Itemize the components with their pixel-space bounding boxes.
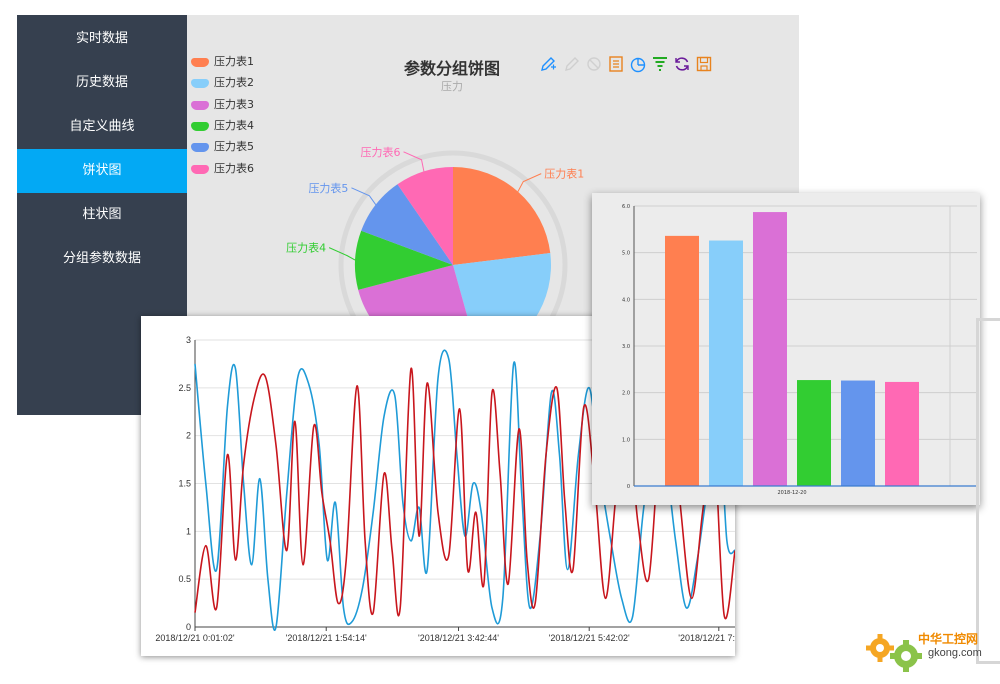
bar[interactable]	[885, 381, 919, 486]
legend-swatch	[191, 100, 209, 110]
pie-label-line	[328, 247, 356, 261]
legend-swatch	[191, 78, 209, 88]
pie-slice[interactable]	[397, 167, 453, 265]
line-ytick-label: 0.5	[178, 574, 191, 584]
bar-ytick-label: 1.0	[622, 437, 630, 443]
bar-ytick-label: 4.0	[622, 297, 630, 303]
bar-category-label: 2018-12-20	[777, 490, 806, 496]
pie-slice[interactable]	[361, 184, 453, 265]
bar-ytick-label: 5.0	[622, 251, 630, 257]
bar-ytick-label: 3.0	[622, 344, 630, 350]
pie-slice-label: 压力表6	[361, 145, 401, 159]
sidebar-item-custom-curve[interactable]: 自定义曲线	[69, 119, 135, 134]
legend-item[interactable]: 压力表3	[191, 96, 254, 114]
background-frame	[976, 318, 1000, 664]
legend-label: 压力表3	[214, 98, 254, 111]
line-ytick-label: 1.5	[178, 479, 191, 489]
legend-item[interactable]: 压力表2	[191, 74, 254, 92]
save-icon[interactable]	[695, 55, 713, 73]
logo-text: 中华工控网	[918, 632, 979, 646]
sidebar-item-bar[interactable]: 柱状图	[82, 207, 122, 222]
pie-slice-label: 压力表4	[286, 241, 326, 255]
pie-label-line	[517, 173, 542, 192]
bar-ytick-label: 6.0	[622, 204, 630, 210]
pie-slice-label: 压力表5	[308, 181, 348, 195]
sidebar-item-realtime[interactable]: 实时数据	[75, 31, 128, 46]
filter-icon[interactable]	[651, 55, 669, 73]
bar[interactable]	[665, 235, 699, 486]
bar[interactable]	[709, 240, 743, 486]
pie-slice-label: 压力表1	[544, 167, 584, 181]
bar[interactable]	[841, 380, 875, 486]
legend-swatch	[191, 57, 209, 67]
legend-item[interactable]: 压力表1	[191, 53, 254, 71]
sidebar-item-history[interactable]: 历史数据	[75, 75, 128, 90]
bar-ytick-label: 2.0	[622, 391, 630, 397]
sidebar-item-pie[interactable]: 饼状图	[17, 149, 187, 193]
sidebar: 实时数据 历史数据 自定义曲线 饼状图 柱状图 分组参数数据	[17, 15, 187, 415]
pie-label-line	[351, 187, 377, 205]
pie-chart-subtitle: 压力	[441, 80, 463, 93]
restore-icon[interactable]	[673, 55, 691, 73]
line-xtick-label: '2018/12/21 3:42:44'	[418, 633, 499, 643]
line-ytick-label: 2.5	[178, 383, 191, 393]
bar[interactable]	[753, 212, 787, 487]
line-xtick-label: '2018/12/21 5:42:02'	[549, 633, 630, 643]
pie-slice[interactable]	[355, 230, 453, 290]
line-series-path[interactable]	[194, 349, 735, 631]
undo-icon[interactable]	[585, 55, 603, 73]
logo-url: gkong.com	[928, 647, 982, 659]
pie-label-line	[403, 151, 425, 172]
legend-label: 压力表2	[214, 76, 254, 89]
legend-item[interactable]: 压力表6	[191, 160, 254, 178]
bar-ytick-label: 0	[627, 484, 630, 490]
line-xtick-label: 2018/12/21 0:01:02'	[155, 633, 235, 643]
legend-swatch	[191, 142, 209, 152]
pencil-icon[interactable]	[539, 55, 557, 73]
legend-swatch	[191, 121, 209, 131]
line-xtick-label: '2018/12/21 1:54:14'	[286, 633, 367, 643]
bar-chart: 0 1.0 2.0 3.0 4.0 5.0 6.0 2018-12-20	[622, 204, 977, 496]
pie-slice[interactable]	[453, 167, 551, 265]
sidebar-item-group-params[interactable]: 分组参数数据	[62, 251, 141, 266]
gkong-logo: 中华工控网 gkong.com	[862, 626, 992, 676]
line-ytick-label: 3	[186, 335, 191, 345]
legend-label: 压力表1	[214, 55, 254, 68]
legend-label: 压力表6	[214, 162, 254, 175]
legend-item[interactable]: 压力表5	[191, 138, 254, 156]
line-ytick-label: 1	[186, 526, 191, 536]
bar[interactable]	[797, 380, 831, 486]
legend-item[interactable]: 压力表4	[191, 117, 254, 135]
line-xtick-label: '2018/12/21 7:33:30'	[678, 633, 735, 643]
legend-label: 压力表4	[214, 119, 254, 132]
eraser-icon[interactable]	[563, 55, 581, 73]
line-ytick-label: 0	[186, 622, 191, 632]
gear-logo-icon	[866, 634, 922, 672]
legend-label: 压力表5	[214, 140, 254, 153]
bar-chart-window: 0 1.0 2.0 3.0 4.0 5.0 6.0 2018-12-20	[592, 193, 980, 505]
line-ytick-label: 2	[186, 431, 191, 441]
pie-switch-icon[interactable]	[629, 55, 647, 73]
data-view-icon[interactable]	[607, 55, 625, 73]
legend-swatch	[191, 164, 209, 174]
pie-chart-title: 参数分组饼图	[403, 59, 500, 78]
